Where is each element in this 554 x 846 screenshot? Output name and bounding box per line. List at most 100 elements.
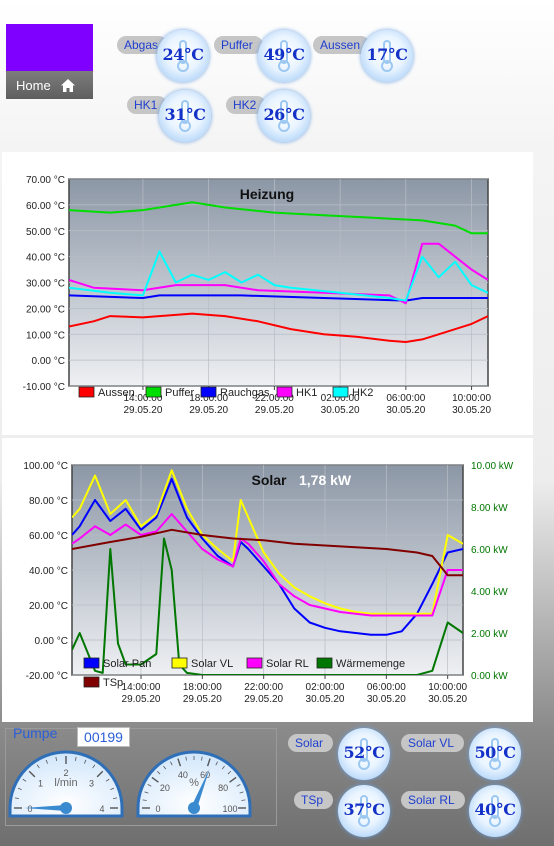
- legend-swatch: [83, 676, 100, 688]
- gauge-tick-label: 80: [218, 783, 228, 793]
- thermometer-icon: [179, 100, 191, 132]
- gauge-tick: [74, 756, 77, 762]
- y2-tick-label: 6.00 kW: [471, 545, 508, 556]
- gauge-unit: l/min: [54, 777, 77, 789]
- legend-label: Aussen: [98, 387, 135, 399]
- gauge-unit: %: [189, 777, 199, 789]
- sensor-label: HK1: [127, 96, 168, 114]
- gauge-tick: [110, 787, 115, 791]
- gauge-tick: [14, 797, 20, 800]
- gauge-tick: [28, 770, 36, 778]
- gauge-tick: [206, 758, 211, 767]
- thermometer-bubble: [157, 30, 209, 82]
- y-tick-label: 30.00 °C: [26, 279, 65, 290]
- gauge-tick: [83, 759, 87, 764]
- thermometer-icon: [489, 738, 501, 770]
- x-tick-date: 29.05.20: [189, 405, 228, 416]
- x-tick-label: 22:00:00: [244, 682, 283, 693]
- gauge-face: [8, 750, 124, 818]
- sensor-value: 49°C: [263, 45, 306, 64]
- series-line-puffer: [69, 201, 488, 235]
- gauge-tick: [221, 765, 225, 770]
- sensor-value: 24°C: [162, 45, 205, 64]
- gauge-tick-label: 100: [222, 804, 237, 814]
- x-tick-date: 30.05.20: [321, 405, 360, 416]
- gauge-needle: [191, 768, 210, 810]
- y2-tick-label: 2.00 kW: [471, 629, 508, 640]
- y2-tick-label: 0.00 kW: [471, 671, 508, 682]
- gauge-tick-label: 0: [27, 804, 32, 814]
- chart-subtitle: 1,78 kW: [299, 472, 352, 488]
- sensor-label: Puffer: [214, 36, 263, 54]
- gauge-tick: [201, 756, 203, 761]
- legend-label: Wärmemenge: [336, 658, 405, 670]
- gauge-tick: [55, 756, 58, 762]
- gauge-tick: [144, 791, 149, 794]
- thermometer-icon: [489, 795, 501, 827]
- gauge-tick-label: 40: [178, 770, 188, 780]
- y-tick-label: 60.00 °C: [29, 531, 68, 542]
- gauge-tick: [215, 761, 218, 766]
- gauge-tick-label: 4: [99, 804, 104, 814]
- pump-counter: 00199: [77, 727, 130, 747]
- legend-label: TSp: [103, 677, 123, 689]
- sensor-label: Solar RL: [401, 791, 465, 809]
- gauge-tick: [185, 756, 187, 761]
- x-tick-label: 18:00:00: [183, 682, 222, 693]
- gauge-tick: [105, 778, 110, 782]
- home-nav-block[interactable]: Home: [6, 24, 93, 99]
- home-button[interactable]: Home: [6, 71, 93, 99]
- gauge-tick-label: 1: [38, 779, 43, 789]
- x-tick-date: 30.05.20: [452, 405, 491, 416]
- sensor-value: 37°C: [343, 800, 386, 819]
- series-line-solar-pan: [72, 478, 463, 636]
- y-tick-label: -10.00 °C: [23, 382, 65, 393]
- series-line-tsp: [72, 528, 463, 577]
- x-tick-label: 02:00:00: [321, 393, 360, 404]
- legend-swatch: [316, 657, 333, 669]
- gauge-needle: [24, 805, 66, 811]
- percent-gauge: 0 20 40 60 80 100%: [136, 750, 252, 818]
- series-line-hk2: [69, 250, 488, 302]
- gauge-tick-label: 3: [89, 779, 94, 789]
- home-color-tile[interactable]: [6, 24, 93, 71]
- sensor-value: 17°C: [366, 45, 409, 64]
- pump-title: Pumpe: [13, 725, 58, 741]
- pump-panel: [5, 728, 277, 826]
- thermometer-bubble: [469, 785, 521, 837]
- y-tick-label: 70.00 °C: [26, 175, 65, 186]
- sensor-label: Aussen: [313, 36, 371, 54]
- thermometer-bubble: [258, 30, 310, 82]
- gauge-face: [136, 750, 252, 818]
- x-tick-date: 30.05.20: [386, 405, 425, 416]
- home-label: Home: [16, 77, 51, 93]
- x-tick-date: 29.05.20: [183, 694, 222, 705]
- gauge-tick: [147, 784, 152, 787]
- sensor-value: 31°C: [164, 105, 207, 124]
- gauge-tick: [142, 799, 147, 801]
- legend-swatch: [246, 657, 263, 669]
- solar-chart: 100.00 °C 80.00 °C 60.00 °C 40.00 °C 20.00 °…: [23, 461, 513, 705]
- flow-gauge: 0 1 2 3 4 l/min: [8, 750, 124, 818]
- x-tick-label: 02:00:00: [306, 682, 345, 693]
- y-tick-label: 40.00 °C: [29, 566, 68, 577]
- thermometer-icon: [278, 40, 290, 72]
- gauge-tick: [17, 787, 22, 791]
- x-tick-label: 10:00:00: [428, 682, 467, 693]
- thermometer-bubble: [338, 785, 390, 837]
- gauge-tick: [239, 791, 244, 794]
- sensor-label: Solar: [288, 734, 334, 752]
- series-line-aussen: [69, 312, 488, 343]
- thermometer-bubble: [258, 90, 310, 142]
- x-tick-date: 30.05.20: [306, 694, 345, 705]
- gauge-hub: [188, 802, 200, 814]
- gauge-tick: [229, 776, 237, 783]
- y-tick-label: 20.00 °C: [29, 601, 68, 612]
- gauge-tick: [112, 797, 118, 800]
- x-tick-date: 30.05.20: [428, 694, 467, 705]
- x-tick-date: 29.05.20: [123, 405, 162, 416]
- x-tick-label: 14:00:00: [122, 682, 161, 693]
- y2-tick-label: 8.00 kW: [471, 503, 508, 514]
- y-tick-label: 100.00 °C: [23, 461, 68, 472]
- legend-swatch: [83, 657, 100, 669]
